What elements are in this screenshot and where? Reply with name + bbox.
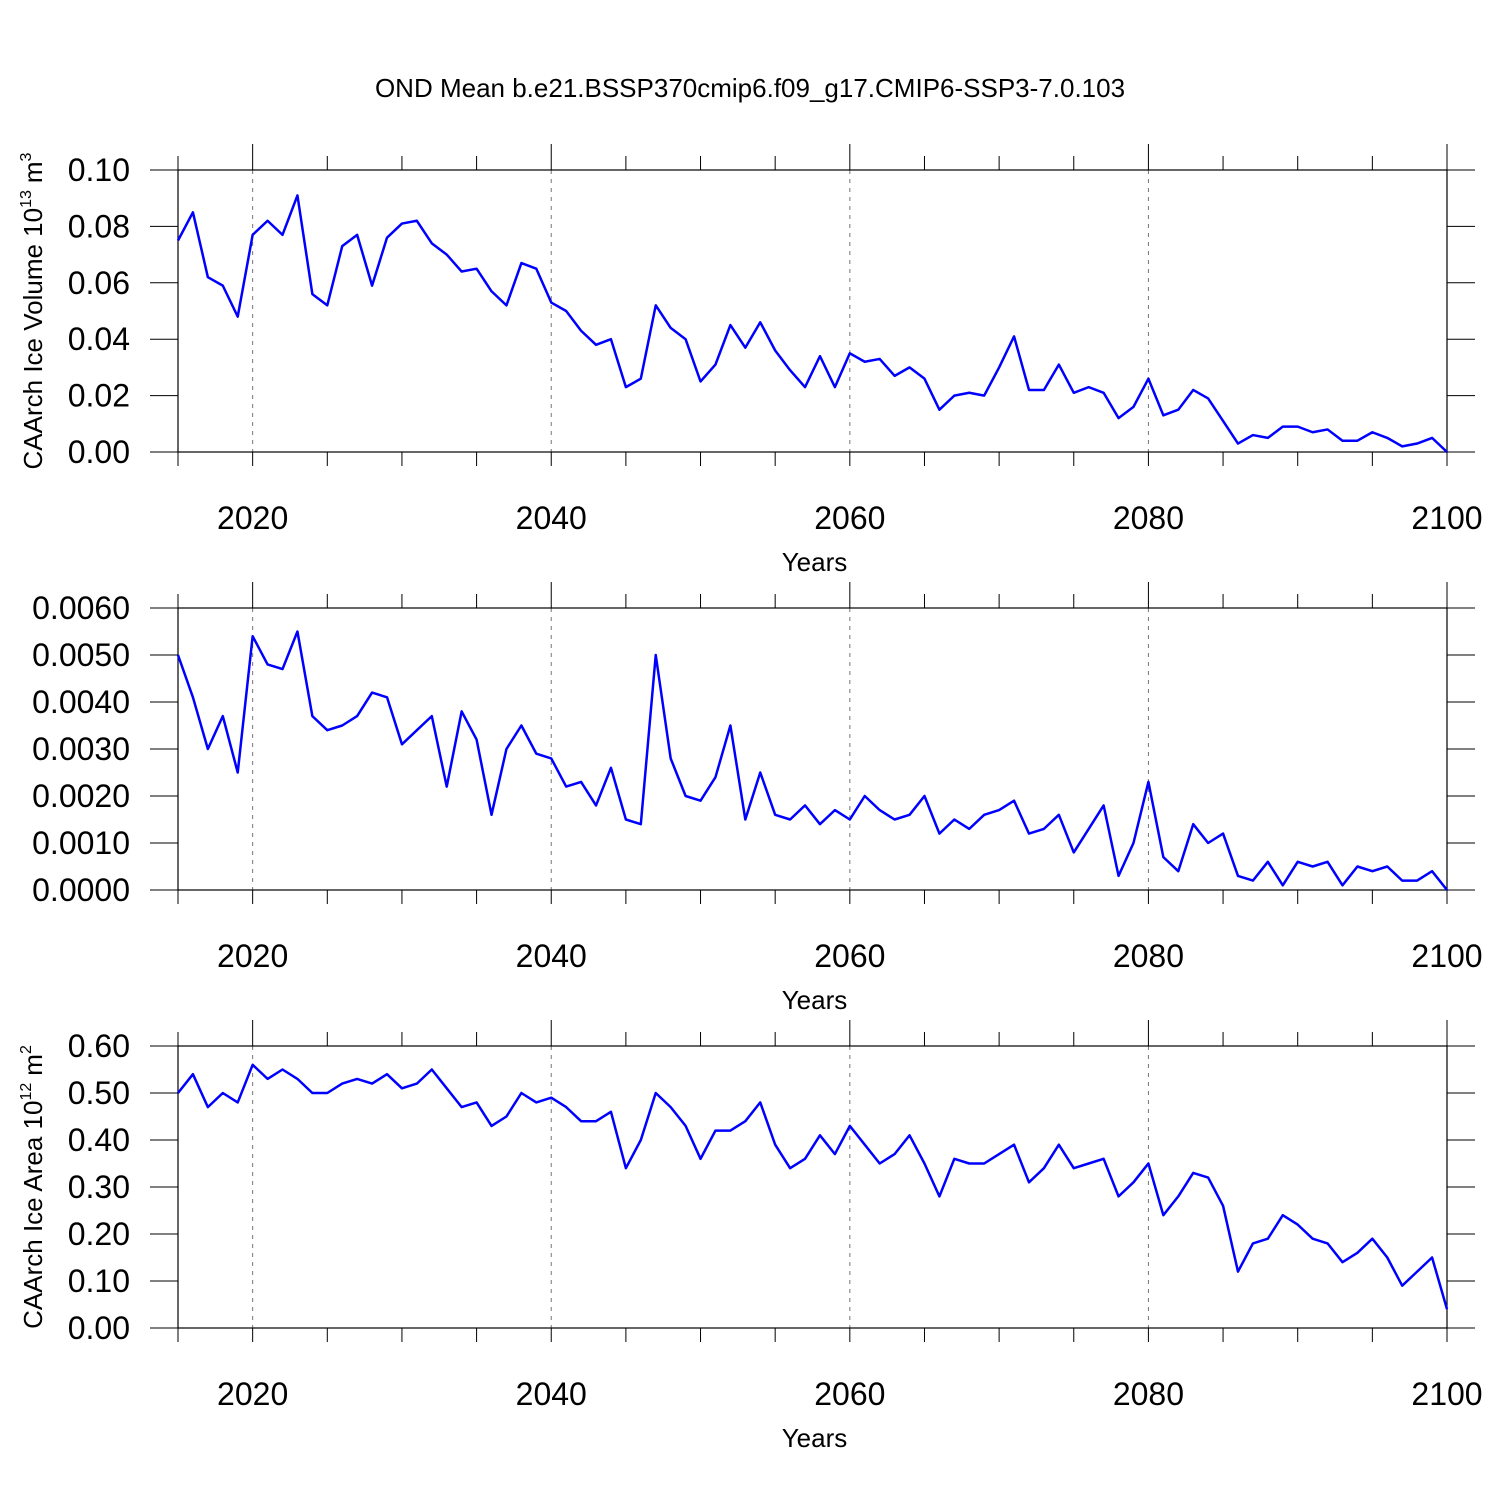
y-axis-label-text: CAArch Snow Volume 10 — [0, 631, 4, 923]
x-tick-label: 2060 — [814, 1376, 885, 1412]
y-tick-label: 0.00 — [68, 434, 130, 470]
y-axis-label-exponent: 13 — [18, 190, 35, 208]
y-tick-label: 0.0030 — [32, 731, 130, 767]
x-tick-label: 2040 — [516, 938, 587, 974]
x-axis-label: Years — [782, 547, 848, 577]
y-tick-label: 0.02 — [68, 378, 130, 414]
y-tick-label: 0.50 — [68, 1075, 130, 1111]
y-tick-label: 0.10 — [68, 1263, 130, 1299]
chart-title: OND Mean b.e21.BSSP370cmip6.f09_g17.CMIP… — [375, 73, 1125, 103]
y-tick-label: 0.40 — [68, 1122, 130, 1158]
x-tick-label: 2100 — [1411, 500, 1482, 536]
y-tick-label: 0.30 — [68, 1169, 130, 1205]
x-axis-label: Years — [782, 1423, 848, 1453]
x-tick-label: 2080 — [1113, 1376, 1184, 1412]
y-tick-label: 0.08 — [68, 208, 130, 244]
y-tick-label: 0.60 — [68, 1028, 130, 1064]
y-tick-label: 0.20 — [68, 1216, 130, 1252]
y-axis-label-unit: m — [18, 161, 48, 183]
y-axis-label-unit: m — [0, 584, 4, 606]
y-axis-label-text: CAArch Ice Area 10 — [18, 1101, 48, 1329]
x-tick-label: 2020 — [217, 500, 288, 536]
x-tick-label: 2020 — [217, 938, 288, 974]
y-tick-label: 0.0000 — [32, 872, 130, 908]
y-tick-label: 0.0050 — [32, 637, 130, 673]
x-tick-label: 2040 — [516, 1376, 587, 1412]
y-axis-label-exponent: 12 — [18, 1083, 35, 1101]
y-axis-label-unit-exponent: 3 — [18, 152, 35, 161]
data-line — [177, 1063, 1449, 1310]
data-line — [176, 630, 1448, 891]
x-tick-label: 2040 — [516, 500, 587, 536]
y-axis-label-unit-exponent: 2 — [18, 1045, 35, 1054]
plot-frame — [177, 1045, 1448, 1329]
y-tick-label: 0.06 — [68, 265, 130, 301]
y-axis-label: CAArch Snow Volume 1013m3 — [0, 575, 4, 922]
y-tick-label: 0.0020 — [32, 778, 130, 814]
y-tick-label: 0.0040 — [32, 684, 130, 720]
x-tick-label: 2060 — [814, 500, 885, 536]
x-tick-label: 2060 — [814, 938, 885, 974]
y-axis-label-unit: m — [18, 1054, 48, 1076]
plot-frame — [177, 607, 1448, 891]
x-tick-label: 2080 — [1113, 500, 1184, 536]
y-tick-label: 0.04 — [68, 321, 130, 357]
y-axis-label: CAArch Ice Volume 1013 m3 — [18, 152, 48, 469]
y-tick-label: 0.0010 — [32, 825, 130, 861]
x-tick-label: 2080 — [1113, 938, 1184, 974]
y-tick-label: 0.0060 — [32, 590, 130, 626]
data-line — [176, 194, 1448, 453]
x-tick-label: 2100 — [1411, 938, 1482, 974]
x-tick-label: 2020 — [217, 1376, 288, 1412]
plot-frame — [177, 169, 1448, 453]
y-tick-label: 0.10 — [68, 152, 130, 188]
x-axis-label: Years — [782, 985, 848, 1015]
y-axis-label: CAArch Ice Area 1012 m2 — [18, 1045, 48, 1329]
x-tick-label: 2100 — [1411, 1376, 1482, 1412]
y-axis-label-text: CAArch Ice Volume 10 — [18, 208, 48, 470]
y-tick-label: 0.00 — [68, 1310, 130, 1346]
